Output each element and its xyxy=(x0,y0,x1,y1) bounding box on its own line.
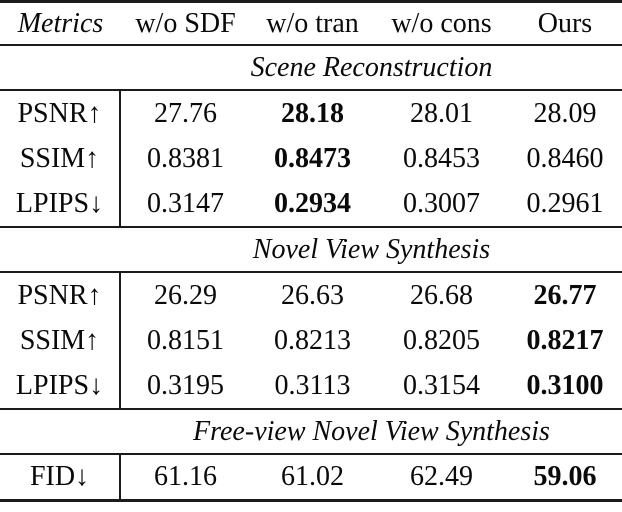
table-row: PSNR↑ 27.76 28.18 28.01 28.09 xyxy=(0,91,622,136)
value-cell: 0.8217 xyxy=(526,324,604,356)
metric-label: FID↓ xyxy=(0,455,121,499)
value-cell: 27.76 xyxy=(154,97,217,129)
band-spacer xyxy=(0,46,121,89)
value-cell: 0.2934 xyxy=(274,187,351,219)
value-cell: 61.02 xyxy=(281,461,344,492)
section-block-novel-view-synthesis: PSNR↑ 26.29 26.63 26.68 26.77 SSIM↑ 0.81… xyxy=(0,273,622,410)
section-block-scene-reconstruction: PSNR↑ 27.76 28.18 28.01 28.09 SSIM↑ 0.83… xyxy=(0,91,622,228)
value-cell: 0.8151 xyxy=(147,324,224,356)
metric-label: SSIM↑ xyxy=(0,136,121,181)
column-header-wo-cons: w/o cons xyxy=(391,7,492,39)
value-cell: 26.68 xyxy=(410,279,473,311)
value-cell: 26.29 xyxy=(154,279,217,311)
table-row: LPIPS↓ 0.3195 0.3113 0.3154 0.3100 xyxy=(0,363,622,408)
metric-label: LPIPS↓ xyxy=(0,363,121,408)
table-row: FID↓ 61.16 61.02 62.49 59.06 xyxy=(0,455,622,499)
column-header-wo-sdf: w/o SDF xyxy=(135,7,236,39)
section-title: Scene Reconstruction xyxy=(250,51,493,83)
value-cell: 26.77 xyxy=(533,279,597,311)
metric-label: SSIM↑ xyxy=(0,318,121,363)
metric-label: PSNR↑ xyxy=(0,273,121,318)
value-cell: 0.8473 xyxy=(274,142,351,174)
value-cell: 0.8213 xyxy=(274,324,351,356)
table-header-row: Metrics w/o SDF w/o tran w/o cons Ours xyxy=(0,3,622,46)
value-cell: 0.8381 xyxy=(147,142,224,174)
value-cell: 0.2961 xyxy=(526,187,604,219)
value-cell: 0.3147 xyxy=(147,187,224,219)
section-block-free-view-nvs: FID↓ 61.16 61.02 62.49 59.06 xyxy=(0,455,622,499)
value-cell: 0.8453 xyxy=(403,142,480,174)
table-row: SSIM↑ 0.8381 0.8473 0.8453 0.8460 xyxy=(0,136,622,181)
value-cell: 0.8460 xyxy=(526,142,604,174)
value-cell: 0.3100 xyxy=(526,369,604,401)
section-band-free-view-nvs: Free-view Novel View Synthesis xyxy=(0,410,622,455)
table-row: SSIM↑ 0.8151 0.8213 0.8205 0.8217 xyxy=(0,318,622,363)
table-row: LPIPS↓ 0.3147 0.2934 0.3007 0.2961 xyxy=(0,181,622,226)
metric-label: LPIPS↓ xyxy=(0,181,121,226)
value-cell: 0.3195 xyxy=(147,369,224,401)
value-cell: 0.3007 xyxy=(403,187,480,219)
value-cell: 28.09 xyxy=(533,97,597,129)
value-cell: 26.63 xyxy=(281,279,344,311)
table-row: PSNR↑ 26.29 26.63 26.68 26.77 xyxy=(0,273,622,318)
metric-label: PSNR↑ xyxy=(0,91,121,136)
column-header-wo-tran: w/o tran xyxy=(266,7,359,39)
band-spacer xyxy=(0,228,121,271)
value-cell: 0.3113 xyxy=(274,369,351,401)
value-cell: 28.01 xyxy=(410,97,473,129)
value-cell: 61.16 xyxy=(154,461,217,492)
value-cell: 0.3154 xyxy=(403,369,480,401)
value-cell: 28.18 xyxy=(281,97,344,129)
band-spacer xyxy=(0,410,121,453)
column-header-ours: Ours xyxy=(537,7,593,39)
section-title: Free-view Novel View Synthesis xyxy=(193,415,550,447)
value-cell: 0.8205 xyxy=(403,324,480,356)
section-title: Novel View Synthesis xyxy=(252,233,491,265)
value-cell: 59.06 xyxy=(533,461,597,492)
section-band-novel-view-synthesis: Novel View Synthesis xyxy=(0,228,622,273)
value-cell: 62.49 xyxy=(410,461,473,492)
column-header-metrics: Metrics xyxy=(17,7,104,39)
section-band-scene-reconstruction: Scene Reconstruction xyxy=(0,46,622,91)
